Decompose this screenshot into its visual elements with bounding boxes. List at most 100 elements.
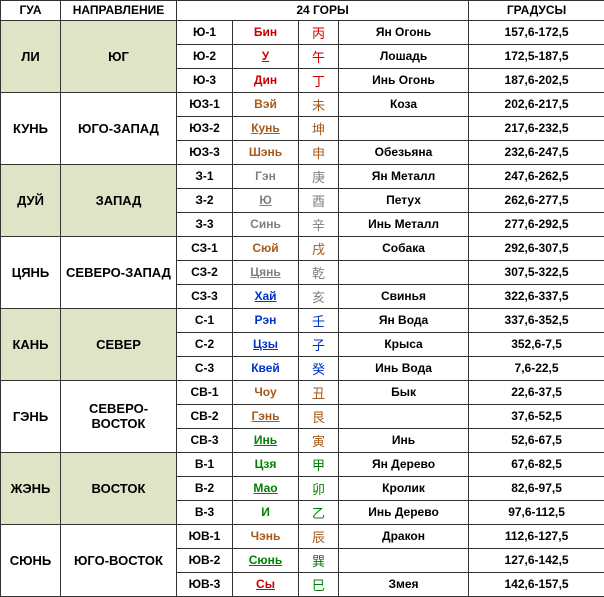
name-cell: Чэнь	[233, 524, 299, 548]
cjk-cell: 庚	[299, 164, 339, 188]
cjk-cell: 丁	[299, 68, 339, 92]
code-cell: В-1	[177, 452, 233, 476]
mountains-table: ГУА НАПРАВЛЕНИЕ 24 ГОРЫ ГРАДУСЫ ЛИЮГЮ-1Б…	[0, 0, 604, 597]
desc-cell: Собака	[339, 236, 469, 260]
degrees-cell: 52,6-67,5	[469, 428, 604, 452]
gua-cell: КУНЬ	[1, 92, 61, 164]
name-cell: Мао	[233, 476, 299, 500]
degrees-cell: 187,6-202,5	[469, 68, 604, 92]
code-cell: СВ-3	[177, 428, 233, 452]
degrees-cell: 202,6-217,5	[469, 92, 604, 116]
desc-cell	[339, 116, 469, 140]
code-cell: ЮВ-2	[177, 548, 233, 572]
desc-cell	[339, 548, 469, 572]
th-gua: ГУА	[1, 1, 61, 21]
direction-cell: СЕВЕРО-ЗАПАД	[61, 236, 177, 308]
cjk-cell: 坤	[299, 116, 339, 140]
degrees-cell: 232,6-247,5	[469, 140, 604, 164]
code-cell: В-2	[177, 476, 233, 500]
th-mountains: 24 ГОРЫ	[177, 1, 469, 21]
desc-cell: Лошадь	[339, 44, 469, 68]
degrees-cell: 157,6-172,5	[469, 20, 604, 44]
name-cell: Цзы	[233, 332, 299, 356]
degrees-cell: 337,6-352,5	[469, 308, 604, 332]
cjk-cell: 甲	[299, 452, 339, 476]
direction-cell: СЕВЕР	[61, 308, 177, 380]
name-cell: Сы	[233, 572, 299, 596]
code-cell: ЮЗ-1	[177, 92, 233, 116]
cjk-cell: 午	[299, 44, 339, 68]
name-cell: Инь	[233, 428, 299, 452]
degrees-cell: 262,6-277,5	[469, 188, 604, 212]
direction-cell: ЮГО-ВОСТОК	[61, 524, 177, 596]
desc-cell	[339, 260, 469, 284]
name-cell: Сюй	[233, 236, 299, 260]
desc-cell: Дракон	[339, 524, 469, 548]
code-cell: З-2	[177, 188, 233, 212]
desc-cell: Ян Вода	[339, 308, 469, 332]
code-cell: З-3	[177, 212, 233, 236]
gua-cell: СЮНЬ	[1, 524, 61, 596]
degrees-cell: 127,6-142,5	[469, 548, 604, 572]
gua-cell: ЖЭНЬ	[1, 452, 61, 524]
code-cell: З-1	[177, 164, 233, 188]
table-row: ЛИЮГЮ-1Бин丙Ян Огонь157,6-172,5	[1, 20, 604, 44]
direction-cell: ЮГ	[61, 20, 177, 92]
desc-cell: Обезьяна	[339, 140, 469, 164]
desc-cell: Петух	[339, 188, 469, 212]
table-row: ГЭНЬСЕВЕРО-ВОСТОКСВ-1Чоу丑Бык22,6-37,5	[1, 380, 604, 404]
header-row: ГУА НАПРАВЛЕНИЕ 24 ГОРЫ ГРАДУСЫ	[1, 1, 604, 21]
degrees-cell: 217,6-232,5	[469, 116, 604, 140]
code-cell: СЗ-2	[177, 260, 233, 284]
degrees-cell: 67,6-82,5	[469, 452, 604, 476]
name-cell: И	[233, 500, 299, 524]
code-cell: Ю-3	[177, 68, 233, 92]
desc-cell: Крыса	[339, 332, 469, 356]
cjk-cell: 酉	[299, 188, 339, 212]
code-cell: Ю-2	[177, 44, 233, 68]
desc-cell: Инь	[339, 428, 469, 452]
th-dir: НАПРАВЛЕНИЕ	[61, 1, 177, 21]
degrees-cell: 292,6-307,5	[469, 236, 604, 260]
code-cell: ЮВ-3	[177, 572, 233, 596]
name-cell: Шэнь	[233, 140, 299, 164]
cjk-cell: 癸	[299, 356, 339, 380]
desc-cell: Коза	[339, 92, 469, 116]
table-row: СЮНЬЮГО-ВОСТОКЮВ-1Чэнь辰Дракон112,6-127,5	[1, 524, 604, 548]
desc-cell: Свинья	[339, 284, 469, 308]
cjk-cell: 丙	[299, 20, 339, 44]
cjk-cell: 子	[299, 332, 339, 356]
name-cell: Гэн	[233, 164, 299, 188]
desc-cell: Ян Металл	[339, 164, 469, 188]
code-cell: СВ-1	[177, 380, 233, 404]
name-cell: Гэнь	[233, 404, 299, 428]
degrees-cell: 22,6-37,5	[469, 380, 604, 404]
desc-cell: Кролик	[339, 476, 469, 500]
name-cell: Рэн	[233, 308, 299, 332]
cjk-cell: 乙	[299, 500, 339, 524]
degrees-cell: 7,6-22,5	[469, 356, 604, 380]
code-cell: В-3	[177, 500, 233, 524]
table-row: ДУЙЗАПАДЗ-1Гэн庚Ян Металл247,6-262,5	[1, 164, 604, 188]
table-row: КАНЬСЕВЕРС-1Рэн壬Ян Вода337,6-352,5	[1, 308, 604, 332]
name-cell: Ю	[233, 188, 299, 212]
degrees-cell: 142,6-157,5	[469, 572, 604, 596]
table-row: КУНЬЮГО-ЗАПАДЮЗ-1Вэй未Коза202,6-217,5	[1, 92, 604, 116]
name-cell: Квей	[233, 356, 299, 380]
direction-cell: ВОСТОК	[61, 452, 177, 524]
name-cell: Дин	[233, 68, 299, 92]
name-cell: Цянь	[233, 260, 299, 284]
degrees-cell: 112,6-127,5	[469, 524, 604, 548]
name-cell: Кунь	[233, 116, 299, 140]
code-cell: С-2	[177, 332, 233, 356]
gua-cell: ДУЙ	[1, 164, 61, 236]
gua-cell: ЛИ	[1, 20, 61, 92]
code-cell: С-3	[177, 356, 233, 380]
cjk-cell: 卯	[299, 476, 339, 500]
direction-cell: СЕВЕРО-ВОСТОК	[61, 380, 177, 452]
desc-cell: Инь Дерево	[339, 500, 469, 524]
cjk-cell: 申	[299, 140, 339, 164]
degrees-cell: 352,6-7,5	[469, 332, 604, 356]
table-row: ЦЯНЬСЕВЕРО-ЗАПАДСЗ-1Сюй戌Собака292,6-307,…	[1, 236, 604, 260]
code-cell: ЮВ-1	[177, 524, 233, 548]
